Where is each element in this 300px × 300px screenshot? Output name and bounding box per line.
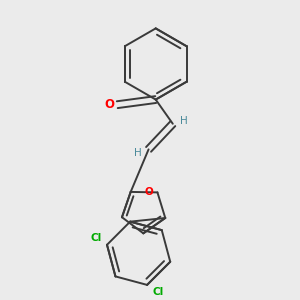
Text: Cl: Cl (152, 287, 164, 297)
Text: O: O (104, 98, 114, 111)
Text: Cl: Cl (91, 232, 102, 242)
Text: H: H (134, 148, 142, 158)
Text: O: O (144, 188, 153, 197)
Text: H: H (180, 116, 188, 126)
